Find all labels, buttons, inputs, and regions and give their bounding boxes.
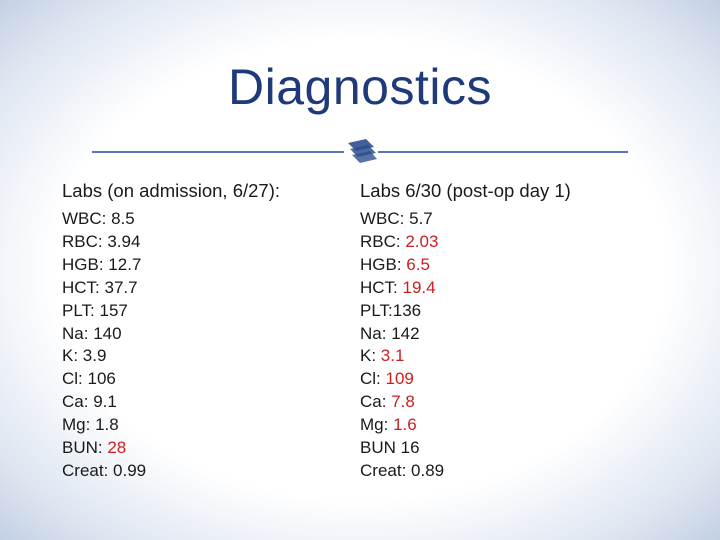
lab-label: Cl:: [360, 369, 386, 389]
lab-value: 157: [99, 300, 128, 320]
lab-value: 12.7: [108, 254, 142, 274]
lab-value: 37.7: [104, 277, 138, 297]
lab-row: PLT:136: [360, 300, 571, 323]
lab-row: BUN: 28: [62, 437, 280, 460]
lab-row: HCT: 19.4: [360, 277, 571, 300]
lab-label: Na:: [360, 323, 392, 343]
title-divider-left: [92, 151, 344, 153]
lab-row: Mg: 1.6: [360, 414, 571, 437]
lab-value-abnormal: 6.5: [406, 254, 430, 274]
lab-label: BUN:: [62, 438, 108, 458]
lab-label: BUN: [360, 438, 401, 458]
title-divider-right: [378, 151, 628, 153]
lab-value-abnormal: 28: [107, 438, 127, 458]
lab-value-abnormal: 3.1: [380, 346, 405, 366]
lab-row: WBC: 8.5: [62, 208, 280, 231]
lab-row: HGB: 12.7: [62, 254, 280, 277]
stack-of-pages-icon: [344, 137, 378, 167]
lab-label: Na:: [62, 323, 94, 343]
lab-value-abnormal: 1.6: [393, 415, 417, 435]
lab-row: RBC: 3.94: [62, 231, 280, 254]
lab-value: 8.5: [111, 209, 135, 228]
lab-value: 0.99: [113, 460, 147, 480]
slide-title: Diagnostics: [228, 59, 492, 115]
lab-label: HCT:: [62, 277, 105, 297]
lab-label: HGB:: [360, 254, 407, 274]
lab-label: PLT:: [360, 300, 393, 320]
lab-value-abnormal: 7.8: [391, 392, 415, 412]
lab-value: 106: [87, 369, 116, 389]
lab-row: HCT: 37.7: [62, 277, 280, 300]
column-header: Labs (on admission, 6/27):: [62, 180, 281, 201]
lab-label: PLT:: [62, 300, 100, 320]
lab-row: Na: 140: [62, 323, 280, 346]
lab-row: WBC: 5.7: [360, 208, 571, 231]
lab-label: Cl:: [62, 369, 88, 389]
lab-row: RBC: 2.03: [360, 231, 571, 254]
lab-label: RBC:: [62, 231, 108, 251]
lab-value-abnormal: 19.4: [402, 277, 436, 297]
lab-label: Ca:: [62, 392, 94, 412]
lab-label: WBC:: [360, 209, 410, 228]
lab-value-abnormal: 109: [385, 369, 414, 389]
lab-label: HCT:: [360, 277, 403, 297]
column-header: Labs 6/30 (post-op day 1): [360, 180, 571, 201]
lab-list: WBC: 8.5 RBC: 3.94 HGB: 12.7 HCT: 37.7 PLT: …: [62, 208, 280, 483]
lab-row: Ca: 9.1: [62, 391, 280, 414]
lab-label: RBC:: [360, 231, 406, 251]
lab-row: HGB: 6.5: [360, 254, 571, 277]
lab-label: Mg:: [360, 415, 394, 435]
lab-row: K: 3.9: [62, 345, 280, 368]
lab-value-abnormal: 2.03: [405, 231, 439, 251]
lab-value: 136: [392, 300, 422, 320]
lab-value: 140: [93, 323, 122, 343]
lab-value: 3.9: [82, 346, 107, 366]
lab-row: K: 3.1: [360, 345, 571, 368]
admission-labs-column: Labs (on admission, 6/27): WBC: 8.5 RBC: …: [62, 178, 280, 483]
lab-label: WBC:: [62, 209, 112, 228]
lab-row: Cl: 109: [360, 368, 571, 391]
lab-label: K:: [360, 346, 381, 366]
lab-label: Creat:: [62, 460, 114, 480]
lab-list: WBC: 5.7 RBC: 2.03 HGB: 6.5 HCT: 19.4 PLT:13…: [360, 208, 571, 483]
lab-value: 16: [400, 438, 420, 458]
lab-label: Creat:: [360, 460, 412, 480]
lab-row: Na: 142: [360, 323, 571, 346]
lab-value: 3.94: [107, 231, 141, 251]
lab-label: HGB:: [62, 254, 109, 274]
lab-row: Creat: 0.89: [360, 460, 571, 483]
lab-row: Cl: 106: [62, 368, 280, 391]
lab-row: Ca: 7.8: [360, 391, 571, 414]
lab-value: 0.89: [411, 460, 445, 480]
lab-value: 1.8: [95, 415, 119, 435]
lab-row: PLT: 157: [62, 300, 280, 323]
lab-value: 5.7: [409, 209, 433, 228]
lab-row: Creat: 0.99: [62, 460, 280, 483]
lab-row: Mg: 1.8: [62, 414, 280, 437]
lab-label: K:: [62, 346, 83, 366]
lab-label: Mg:: [62, 415, 96, 435]
postop-labs-column: Labs 6/30 (post-op day 1) WBC: 5.7 RBC: 2…: [360, 178, 571, 483]
lab-row: BUN 16: [360, 437, 571, 460]
lab-value: 9.1: [93, 392, 117, 412]
lab-value: 142: [391, 323, 420, 343]
lab-label: Ca:: [360, 392, 392, 412]
